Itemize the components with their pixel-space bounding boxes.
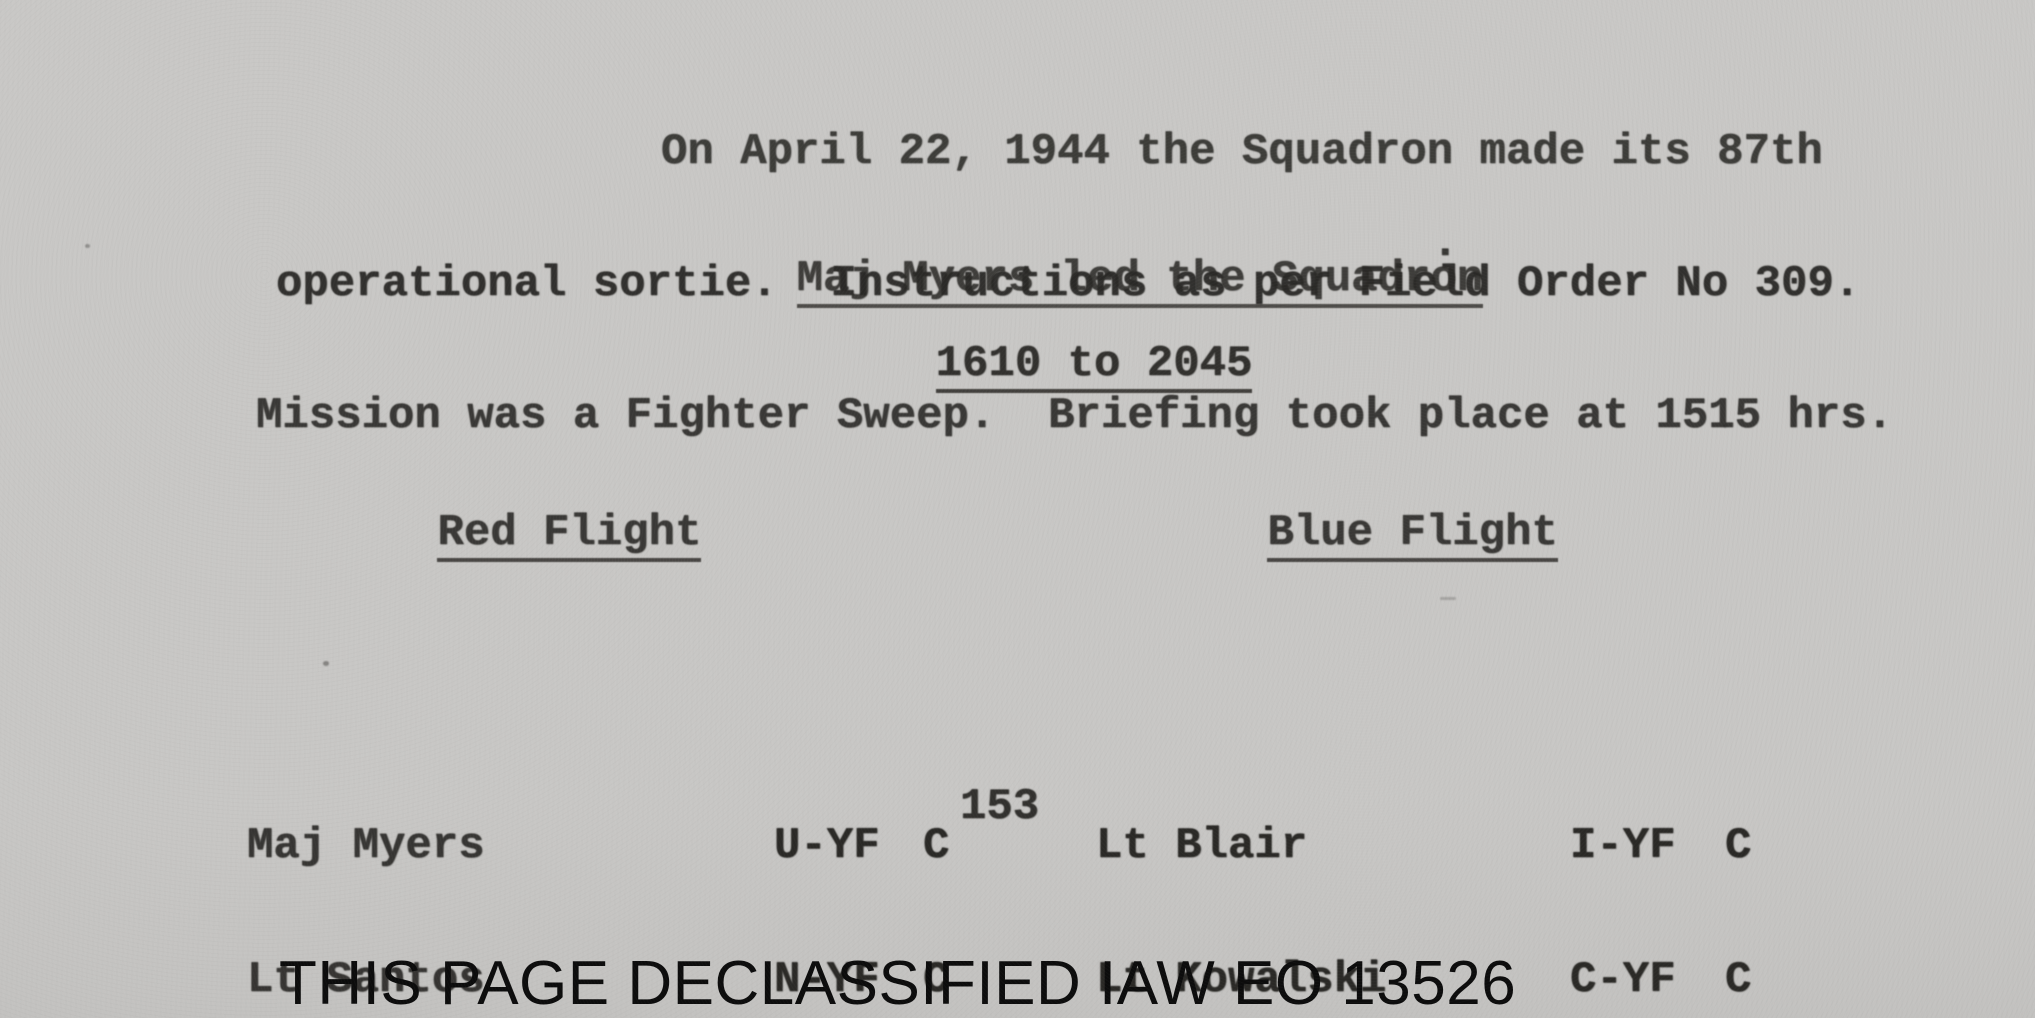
- blue-flight-title: Blue Flight: [1109, 467, 1751, 606]
- aircraft-code: I-YF: [1570, 821, 1676, 871]
- pilot-name: Lt Santos: [247, 955, 485, 1005]
- mission-time-range: 1610 to 2045: [830, 298, 1253, 437]
- scan-speck: [1440, 597, 1456, 600]
- scan-speck: [1723, 424, 1727, 428]
- status-code: C: [923, 955, 950, 1005]
- declassification-notice: THIS PAGE DECLASSIFIED IAW EO 13526: [279, 949, 1517, 1018]
- blue-flight-title-text: Blue Flight: [1267, 511, 1558, 562]
- red-flight-section: Red Flight Maj Myers U-YF C Lt Santos N-…: [247, 379, 949, 1018]
- scan-speck: [323, 661, 329, 666]
- blue-flight-section: Blue Flight Lt Blair I-YF C Lt Kowalski …: [1096, 379, 1751, 1018]
- mission-time-range-text: 1610 to 2045: [935, 342, 1253, 393]
- pilot-name: Maj Myers: [247, 821, 485, 871]
- page-number: 153: [960, 782, 1040, 832]
- aircraft-code: C-YF: [1570, 955, 1676, 1005]
- red-flight-roster: Maj Myers U-YF C Lt Santos N-YF C Lt Met…: [247, 735, 949, 1018]
- blue-flight-roster: Lt Blair I-YF C Lt Kowalski C-YF C Lt Wa…: [1096, 735, 1751, 1018]
- pilot-name: Lt Kowalski: [1096, 955, 1387, 1005]
- paragraph-line-1: On April 22, 1944 the Squadron made its …: [661, 127, 1823, 177]
- status-code: C: [923, 821, 950, 871]
- aircraft-code: N-YF: [774, 955, 880, 1005]
- red-flight-title-text: Red Flight: [437, 511, 702, 562]
- status-code: C: [1725, 821, 1752, 871]
- pilot-name: Lt Blair: [1096, 821, 1308, 871]
- pilot-row: Lt Blair I-YF C: [1096, 823, 1751, 869]
- aircraft-code: U-YF: [774, 821, 880, 871]
- pilot-row: Maj Myers U-YF C: [247, 823, 949, 869]
- stray-period-mark: .: [1432, 219, 1459, 269]
- paragraph-line-2: operational sortie. Instructions as per …: [276, 259, 1861, 309]
- mission-heading: Maj Myers led the Squadron: [691, 213, 1484, 352]
- mission-paragraph: On April 22, 1944 the Squadron made its …: [236, 42, 1893, 526]
- pilot-row: Lt Santos N-YF C: [247, 957, 949, 1003]
- scan-speck: [85, 244, 90, 248]
- status-code: C: [1725, 955, 1752, 1005]
- pilot-row: Lt Kowalski C-YF C: [1096, 957, 1751, 1003]
- red-flight-title: Red Flight: [279, 467, 949, 606]
- mission-heading-text: Maj Myers led the Squadron: [796, 257, 1484, 308]
- paragraph-line-3: Mission was a Fighter Sweep. Briefing to…: [256, 391, 1894, 441]
